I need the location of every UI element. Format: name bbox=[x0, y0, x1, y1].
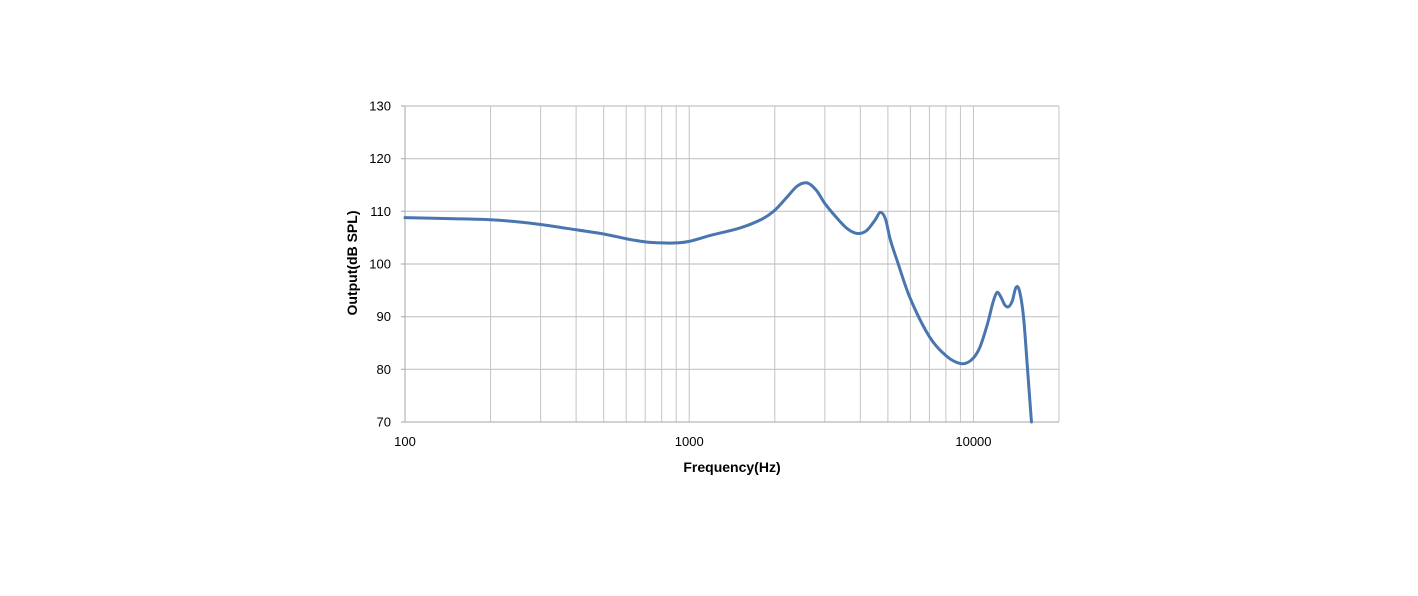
axis-layer bbox=[401, 105, 1059, 423]
y-tick-label: 120 bbox=[369, 151, 391, 166]
x-axis-title: Frequency(Hz) bbox=[683, 459, 780, 475]
y-tick-label: 100 bbox=[369, 257, 391, 272]
x-tick-label: 100 bbox=[394, 434, 416, 449]
label-layer: 70 80 90 100 110 120 130 100 1000 10000 bbox=[369, 99, 991, 450]
y-tick-label: 70 bbox=[377, 415, 391, 430]
y-tick-label: 130 bbox=[369, 99, 391, 114]
series-line bbox=[403, 181, 1033, 424]
y-tick-label: 90 bbox=[377, 309, 391, 324]
series-layer bbox=[403, 181, 1033, 424]
y-axis-title: Output(dB SPL) bbox=[344, 211, 360, 316]
x-tick-label: 10000 bbox=[955, 434, 991, 449]
x-tick-label: 1000 bbox=[675, 434, 704, 449]
grid-layer bbox=[405, 105, 1060, 422]
y-tick-label: 80 bbox=[377, 362, 391, 377]
y-tick-label: 110 bbox=[370, 204, 391, 219]
